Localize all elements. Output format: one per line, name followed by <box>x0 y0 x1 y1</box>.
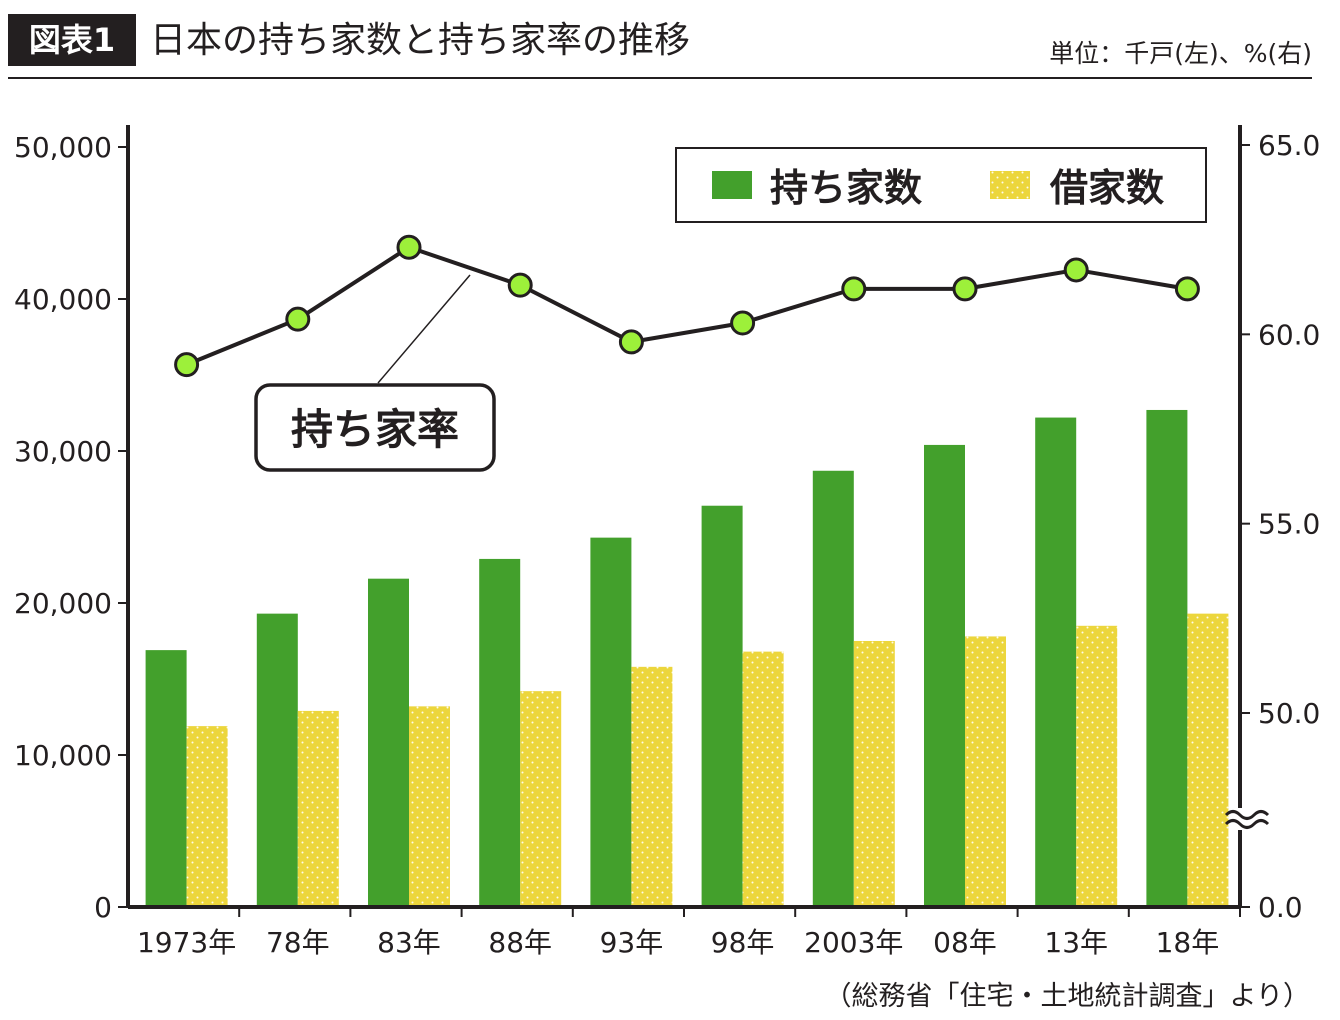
figure-badge-bg <box>8 14 136 66</box>
left-tick-label: 10,000 <box>14 739 112 772</box>
legend-swatch-rented <box>990 171 1030 199</box>
rate-point <box>841 276 867 302</box>
legend-swatch-owned <box>712 171 752 199</box>
bar-owned <box>701 505 743 907</box>
bar-owned <box>1035 417 1077 907</box>
axis-break-mark-1 <box>1224 810 1270 820</box>
x-tick-label: 08年 <box>933 926 997 959</box>
x-tick-label: 1973年 <box>137 926 236 959</box>
x-tick-label: 83年 <box>377 926 441 959</box>
left-tick-label: 0 <box>94 891 112 924</box>
right-tick-label: 60.0 <box>1258 318 1320 351</box>
unit-label: 単位：千戸(左)、%(右) <box>1049 39 1312 68</box>
bar-owned <box>368 578 409 907</box>
rate-point <box>952 276 978 302</box>
bar-owned <box>924 444 965 907</box>
bar-rented <box>853 641 895 907</box>
x-tick-label: 98年 <box>711 926 775 959</box>
axis-break-mark-2 <box>1224 819 1270 829</box>
right-tick-label: 0.0 <box>1258 891 1303 924</box>
rate-line <box>185 245 1188 367</box>
bar-rented <box>520 691 562 907</box>
bar-rented <box>409 706 450 907</box>
bar-rented <box>297 710 339 907</box>
x-tick-label: 78年 <box>266 926 330 959</box>
callout-label: 持ち家率 <box>291 405 459 454</box>
rate-point <box>285 306 311 332</box>
bar-rented <box>742 651 784 907</box>
bar-rented <box>1187 613 1229 907</box>
legend-label-rented: 借家数 <box>1049 166 1164 210</box>
left-tick-label: 20,000 <box>14 587 112 620</box>
rate-point <box>1063 257 1089 283</box>
legend-label-owned: 持ち家数 <box>770 166 922 210</box>
rate-point <box>730 310 756 336</box>
left-tick-label: 50,000 <box>14 131 112 164</box>
x-tick-label: 18年 <box>1156 926 1220 959</box>
rate-point <box>507 272 533 298</box>
callout-box <box>254 383 496 472</box>
legend: 持ち家数 借家数 <box>675 147 1207 223</box>
x-tick-label: 2003年 <box>804 926 903 959</box>
bar-owned <box>145 650 187 907</box>
figure-badge: 図表1 <box>29 21 115 59</box>
rate-point <box>396 234 422 260</box>
chart-title: 日本の持ち家数と持ち家率の推移 <box>150 20 690 61</box>
bar-owned <box>256 613 298 907</box>
left-tick-label: 30,000 <box>14 435 112 468</box>
left-tick-label: 40,000 <box>14 283 112 316</box>
x-tick-label: 13年 <box>1044 926 1108 959</box>
right-tick-label: 50.0 <box>1258 697 1320 730</box>
bar-owned <box>812 470 854 907</box>
source-note: （総務省「住宅・土地統計調査」より） <box>825 981 1310 1012</box>
x-tick-label: 93年 <box>600 926 664 959</box>
rate-point <box>1174 276 1200 302</box>
rate-point <box>174 352 200 378</box>
bar-rented <box>1076 625 1118 907</box>
bar-owned <box>479 558 521 907</box>
right-tick-label: 65.0 <box>1258 129 1320 162</box>
right-tick-label: 55.0 <box>1258 508 1320 541</box>
bar-owned <box>1146 409 1188 907</box>
bar-owned <box>590 537 632 907</box>
bar-rented <box>631 666 673 907</box>
callout-leader <box>377 274 471 384</box>
x-tick-label: 88年 <box>488 926 552 959</box>
rate-point <box>618 329 644 355</box>
bar-rented <box>965 636 1006 907</box>
bar-rented <box>186 726 228 907</box>
legend-box <box>675 147 1207 223</box>
